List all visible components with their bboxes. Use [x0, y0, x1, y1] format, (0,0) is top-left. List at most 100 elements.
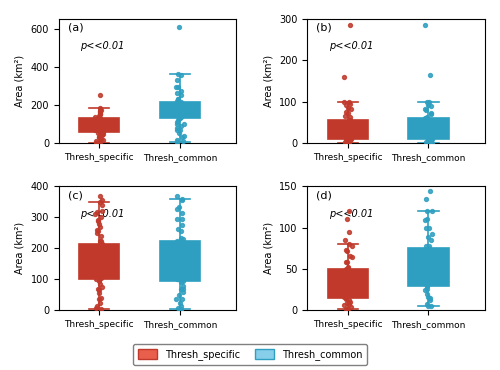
Point	[345, 140, 353, 146]
Point	[96, 266, 104, 272]
Point	[176, 245, 184, 251]
Point	[344, 118, 352, 124]
Point	[342, 247, 350, 253]
Point	[173, 78, 181, 84]
Point	[173, 206, 181, 212]
Point	[340, 294, 348, 300]
Point	[426, 243, 434, 249]
Point	[345, 229, 353, 235]
Point	[98, 202, 106, 208]
Point	[342, 109, 349, 115]
Text: p<<0.01: p<<0.01	[328, 41, 373, 51]
Point	[342, 102, 350, 108]
Point	[92, 227, 100, 233]
Point	[172, 216, 180, 222]
Text: p<<0.01: p<<0.01	[80, 41, 124, 51]
Point	[427, 103, 435, 109]
Point	[95, 296, 103, 302]
Point	[98, 262, 106, 268]
Point	[346, 134, 354, 140]
Point	[347, 136, 355, 142]
Point	[344, 265, 352, 270]
Point	[423, 262, 431, 268]
Point	[174, 96, 182, 102]
Point	[422, 125, 430, 131]
Point	[174, 270, 182, 276]
Point	[98, 197, 106, 203]
Point	[346, 101, 354, 107]
Point	[426, 188, 434, 194]
Point	[96, 92, 104, 98]
Point	[340, 99, 348, 105]
Point	[344, 110, 352, 116]
Point	[175, 204, 183, 209]
Point	[94, 115, 102, 121]
Point	[346, 117, 354, 123]
Point	[422, 243, 430, 249]
Point	[94, 286, 102, 292]
Point	[425, 99, 433, 105]
Point	[96, 105, 104, 111]
Point	[98, 208, 106, 214]
Point	[96, 122, 104, 128]
Y-axis label: Area (km²): Area (km²)	[15, 55, 25, 107]
Point	[344, 265, 351, 270]
Point	[172, 137, 180, 143]
Point	[176, 300, 184, 306]
Point	[95, 278, 103, 284]
Point	[177, 123, 185, 129]
Point	[174, 71, 182, 77]
Point	[98, 238, 106, 243]
Point	[423, 124, 431, 130]
Point	[424, 102, 432, 108]
Point	[422, 196, 430, 202]
Point	[178, 222, 186, 228]
Y-axis label: Area (km²): Area (km²)	[264, 55, 274, 107]
Point	[346, 299, 354, 305]
Point	[94, 113, 102, 119]
Point	[98, 244, 106, 250]
Point	[428, 121, 436, 127]
Point	[426, 139, 434, 145]
Point	[341, 120, 349, 125]
Point	[178, 138, 186, 144]
Point	[428, 279, 436, 285]
Point	[424, 294, 432, 300]
Point	[173, 266, 181, 272]
Point	[426, 72, 434, 78]
Point	[342, 113, 349, 119]
Point	[421, 121, 429, 127]
Text: (a): (a)	[68, 23, 84, 33]
Point	[92, 276, 100, 282]
Point	[173, 119, 181, 125]
Point	[421, 115, 429, 121]
Point	[96, 224, 104, 230]
Point	[96, 295, 104, 301]
PathPatch shape	[160, 240, 200, 281]
Point	[427, 303, 435, 309]
Point	[94, 303, 102, 309]
Y-axis label: Area (km²): Area (km²)	[15, 222, 25, 275]
Point	[94, 130, 102, 136]
Point	[173, 98, 181, 104]
Point	[344, 279, 352, 285]
Point	[341, 139, 349, 145]
Point	[173, 193, 181, 199]
Point	[340, 128, 348, 134]
Point	[344, 270, 352, 276]
Point	[176, 249, 184, 255]
Point	[172, 276, 180, 282]
Point	[425, 225, 433, 231]
Point	[177, 303, 185, 309]
Point	[175, 131, 183, 137]
Point	[424, 137, 432, 143]
Point	[92, 140, 100, 146]
Point	[96, 269, 104, 275]
Point	[422, 225, 430, 231]
Point	[98, 241, 106, 247]
Point	[345, 297, 353, 303]
Point	[342, 290, 349, 296]
Point	[96, 139, 104, 145]
PathPatch shape	[328, 120, 368, 139]
Point	[92, 305, 100, 311]
